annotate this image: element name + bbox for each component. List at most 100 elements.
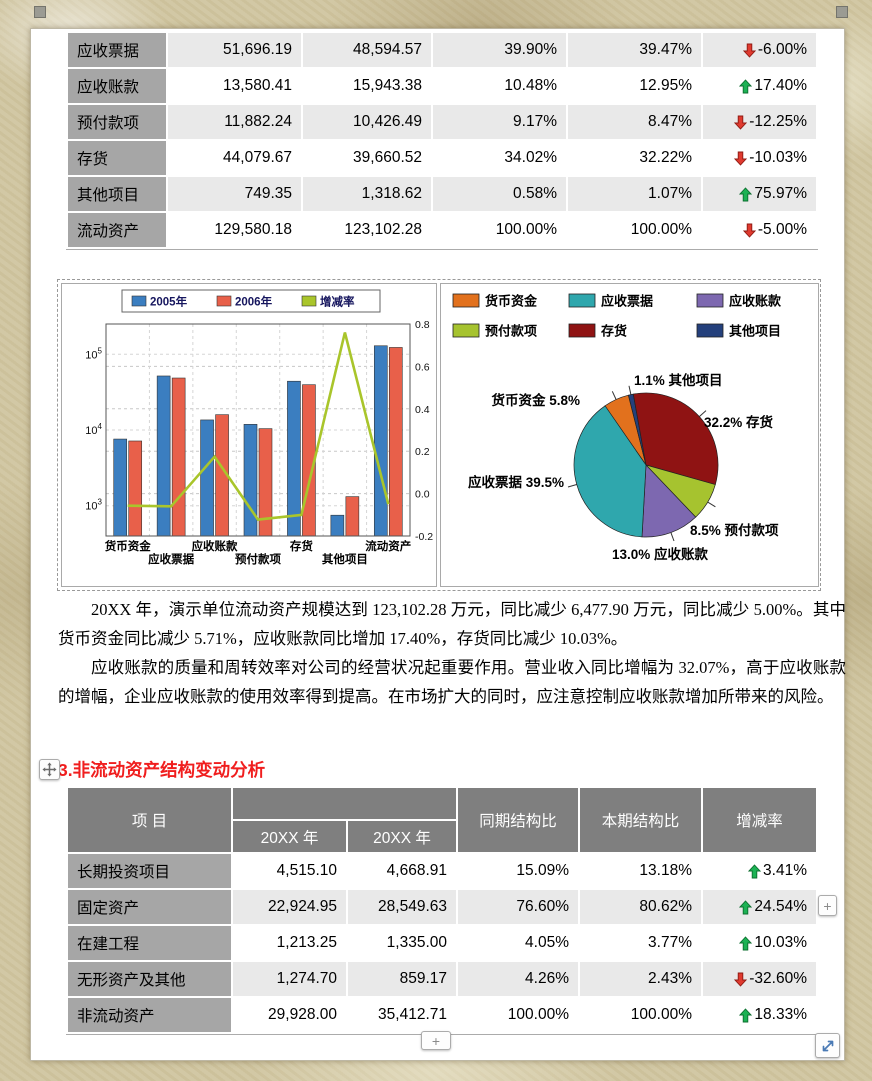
value-cell[interactable]: 35,412.71 <box>346 996 458 1034</box>
value-cell[interactable]: 76.60% <box>456 888 580 926</box>
value-cell[interactable]: 15,943.38 <box>301 67 433 105</box>
value-cell[interactable]: 1,274.70 <box>231 960 348 998</box>
bar-2005年-存货 <box>287 380 301 537</box>
paragraph-current-assets[interactable]: 20XX 年，演示单位流动资产规模达到 123,102.28 万元，同比减少 6… <box>58 600 846 648</box>
header-year-prev[interactable]: 20XX 年 <box>231 819 348 854</box>
value-cell[interactable]: 12.95% <box>566 67 703 105</box>
pie-slice-应收票据 <box>573 405 647 538</box>
header-prev-struct[interactable]: 同期结构比 <box>456 786 580 854</box>
value-cell[interactable]: 28,549.63 <box>346 888 458 926</box>
value-cell[interactable]: 9.17% <box>431 103 568 141</box>
change-value: -32.60% <box>712 970 807 988</box>
table-row: 应收票据 51,696.19 48,594.57 39.90% 39.47% -6.00% <box>66 31 818 69</box>
value-cell[interactable]: 100.00% <box>431 211 568 249</box>
value-cell[interactable]: 48,594.57 <box>301 31 433 69</box>
up-arrow-icon <box>739 186 753 201</box>
change-cell[interactable]: 24.54% <box>701 888 818 926</box>
change-cell[interactable]: -5.00% <box>701 211 818 249</box>
value-cell[interactable]: 1,335.00 <box>346 924 458 962</box>
value-cell[interactable]: 22,924.95 <box>231 888 348 926</box>
change-value: 10.03% <box>712 934 807 952</box>
value-cell[interactable]: 4.26% <box>456 960 580 998</box>
value-cell[interactable]: 34.02% <box>431 139 568 177</box>
value-cell[interactable]: 100.00% <box>456 996 580 1034</box>
row-label-cell[interactable]: 固定资产 <box>66 888 233 926</box>
value-cell[interactable]: 11,882.24 <box>166 103 303 141</box>
bar-chart[interactable]: 103 104 105 0.8 0.6 0.4 0.2 0.0 -0.2 货币资金 应收票据 应收账款… <box>61 283 437 587</box>
current-assets-table-wrap: 应收票据 51,696.19 48,594.57 39.90% 39.47% -6.00%… <box>66 31 818 249</box>
change-cell[interactable]: 3.41% <box>701 852 818 890</box>
value-cell[interactable]: 39,660.52 <box>301 139 433 177</box>
section-heading[interactable]: 3.非流动资产结构变动分析 <box>58 760 266 780</box>
row-label-cell[interactable]: 存货 <box>66 139 168 177</box>
table-move-handle[interactable] <box>39 759 60 780</box>
header-item[interactable]: 项 目 <box>66 786 233 854</box>
value-cell[interactable]: 10,426.49 <box>301 103 433 141</box>
change-cell[interactable]: -12.25% <box>701 103 818 141</box>
value-cell[interactable]: 4.05% <box>456 924 580 962</box>
value-cell[interactable]: 39.47% <box>566 31 703 69</box>
row-label-cell[interactable]: 在建工程 <box>66 924 233 962</box>
value-cell[interactable]: 749.35 <box>166 175 303 213</box>
value-cell[interactable]: 15.09% <box>456 852 580 890</box>
header-change[interactable]: 增减率 <box>701 786 818 854</box>
paragraph-receivables[interactable]: 应收账款的质量和周转效率对公司的经营状况起重要作用。营业收入同比增幅为 32.0… <box>58 658 846 706</box>
value-cell[interactable]: 4,515.10 <box>231 852 348 890</box>
pie-chart[interactable]: 货币资金 应收票据 应收账款 预付款项 存货 其他项目 货币资金 5.8% 1.1% 其他项目… <box>440 283 819 587</box>
row-label-cell[interactable]: 非流动资产 <box>66 996 233 1034</box>
value-cell[interactable]: 3.77% <box>578 924 703 962</box>
insert-row-button[interactable]: + <box>421 1031 451 1050</box>
change-cell[interactable]: 10.03% <box>701 924 818 962</box>
down-arrow-icon <box>742 223 756 238</box>
value-cell[interactable]: 1,318.62 <box>301 175 433 213</box>
value-cell[interactable]: 80.62% <box>578 888 703 926</box>
value-cell[interactable]: 13.18% <box>578 852 703 890</box>
table-resize-handle[interactable] <box>815 1033 840 1058</box>
insert-column-button[interactable]: + <box>818 895 837 916</box>
value-cell[interactable]: 32.22% <box>566 139 703 177</box>
y-right-tick-label: 0.4 <box>415 404 430 416</box>
value-cell[interactable]: 1.07% <box>566 175 703 213</box>
charts-group[interactable]: 103 104 105 0.8 0.6 0.4 0.2 0.0 -0.2 货币资金 应收票据 应收账款… <box>57 279 821 591</box>
header-curr-struct[interactable]: 本期结构比 <box>578 786 703 854</box>
header-year-curr[interactable]: 20XX 年 <box>346 819 458 854</box>
value-cell[interactable]: 29,928.00 <box>231 996 348 1034</box>
value-cell[interactable]: 8.47% <box>566 103 703 141</box>
row-label-cell[interactable]: 无形资产及其他 <box>66 960 233 998</box>
row-label-cell[interactable]: 长期投资项目 <box>66 852 233 890</box>
change-cell[interactable]: 75.97% <box>701 175 818 213</box>
pie-legend-swatch <box>568 323 596 338</box>
value-cell[interactable]: 1,213.25 <box>231 924 348 962</box>
value-cell[interactable]: 123,102.28 <box>301 211 433 249</box>
value-cell[interactable]: 100.00% <box>578 996 703 1034</box>
value-cell[interactable]: 13,580.41 <box>166 67 303 105</box>
row-label-cell[interactable]: 其他项目 <box>66 175 168 213</box>
value-cell[interactable]: 0.58% <box>431 175 568 213</box>
row-label-cell[interactable]: 应收票据 <box>66 31 168 69</box>
non-current-assets-table[interactable]: 项 目 同期结构比 本期结构比 增减率 20XX 年 20XX 年 长期投资项目… <box>66 786 818 1034</box>
value-cell[interactable]: 10.48% <box>431 67 568 105</box>
value-cell[interactable]: 100.00% <box>566 211 703 249</box>
value-cell[interactable]: 44,079.67 <box>166 139 303 177</box>
change-cell[interactable]: 17.40% <box>701 67 818 105</box>
value-cell[interactable]: 51,696.19 <box>166 31 303 69</box>
pie-label: 应收票据 39.5% <box>468 474 564 490</box>
value-cell[interactable]: 2.43% <box>578 960 703 998</box>
change-cell[interactable]: -10.03% <box>701 139 818 177</box>
change-cell[interactable]: -6.00% <box>701 31 818 69</box>
value-cell[interactable]: 859.17 <box>346 960 458 998</box>
pie-label: 8.5% 预付款项 <box>690 522 779 538</box>
non-current-assets-header: 项 目 同期结构比 本期结构比 增减率 20XX 年 20XX 年 <box>66 786 818 854</box>
current-assets-table[interactable]: 应收票据 51,696.19 48,594.57 39.90% 39.47% -6.00%… <box>66 31 818 249</box>
value-cell[interactable]: 129,580.18 <box>166 211 303 249</box>
table-row: 非流动资产 29,928.00 35,412.71 100.00% 100.00% 18.… <box>66 996 818 1034</box>
change-cell[interactable]: -32.60% <box>701 960 818 998</box>
row-label-cell[interactable]: 流动资产 <box>66 211 168 249</box>
header-years-group[interactable] <box>231 786 458 821</box>
change-cell[interactable]: 18.33% <box>701 996 818 1034</box>
row-label-cell[interactable]: 预付款项 <box>66 103 168 141</box>
row-label-cell[interactable]: 应收账款 <box>66 67 168 105</box>
value-cell[interactable]: 4,668.91 <box>346 852 458 890</box>
value-cell[interactable]: 39.90% <box>431 31 568 69</box>
